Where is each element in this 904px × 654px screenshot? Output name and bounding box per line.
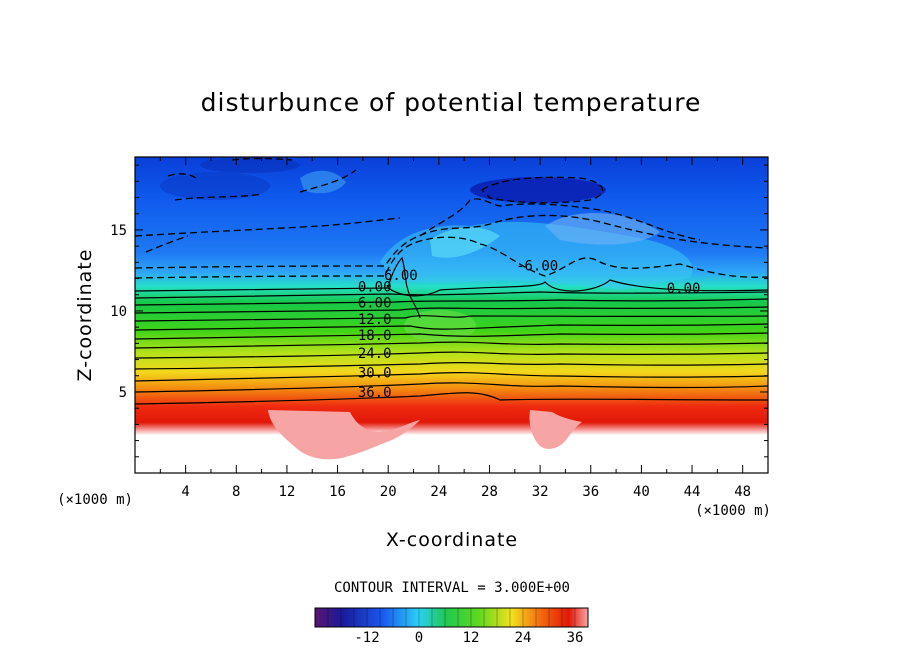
colorbar-tick-label: 12 <box>463 630 480 646</box>
contour-line-9 <box>135 306 768 314</box>
mixing-region <box>430 227 500 258</box>
contour-label: 0.00 <box>667 281 701 297</box>
colorbar-segments <box>327 608 576 627</box>
cold-anomaly-core <box>470 177 606 203</box>
colorbar <box>314 607 589 628</box>
x-tick-label: 12 <box>278 484 295 500</box>
cold-anomaly-patch <box>160 172 270 200</box>
y-tick-label: 15 <box>110 223 127 239</box>
contour-line-15 <box>135 323 768 331</box>
contour-line-neg6-upper <box>135 217 401 237</box>
contour-label: 24.0 <box>358 346 392 362</box>
contour-line-24 <box>135 351 768 359</box>
contour-label: 0.00 <box>358 280 392 296</box>
contour-line-3 <box>135 291 768 299</box>
contour-label: 36.0 <box>358 385 392 401</box>
colorbar-tick-label: 36 <box>567 630 584 646</box>
contour-label: -6.00 <box>376 268 418 284</box>
contour-label: 12.0 <box>358 312 392 328</box>
cold-anomaly-patch <box>200 157 300 173</box>
plot-frame <box>134 156 769 474</box>
y-axis-label: Z-coordinate <box>74 249 96 382</box>
contour-label: -6.00 <box>516 258 558 274</box>
x-tick-label: 4 <box>181 484 189 500</box>
contour-line-33 <box>135 382 768 393</box>
contour-line-neg9 <box>419 198 701 241</box>
contour-labels: -6.000.006.0012.018.024.030.036.0-6.000.… <box>358 258 701 401</box>
x-tick-label: 20 <box>380 484 397 500</box>
contour-line-21 <box>135 341 768 349</box>
mixing-region <box>300 170 346 194</box>
contour-line-neg6 <box>135 236 768 279</box>
contour-line-neg9-west <box>174 193 263 201</box>
contour-line-18 <box>135 332 768 340</box>
y-ticks: 5 10 15 <box>110 164 768 458</box>
contour-line-6 <box>135 298 768 306</box>
contour-line-36 <box>135 392 768 405</box>
contour-label: 18.0 <box>358 328 392 344</box>
x-tick-label: 16 <box>329 484 346 500</box>
wave-bulge <box>404 310 476 342</box>
x-tick-label: 24 <box>430 484 447 500</box>
contour-line-0-vortex <box>387 256 421 319</box>
negative-contours <box>135 157 768 279</box>
chart-title: disturbunce of potential temperature <box>201 88 702 117</box>
contour-interval-text: CONTOUR INTERVAL = 3.000E+00 <box>334 580 570 596</box>
x-tick-label: 40 <box>633 484 650 500</box>
mixing-region <box>545 213 660 245</box>
contour-label: 30.0 <box>358 365 392 381</box>
warm-anomaly-blob <box>529 410 582 449</box>
x-unit-label: (×1000 m) <box>695 503 771 519</box>
contour-line-neg3 <box>135 214 768 269</box>
x-ticks: 4 8 12 16 20 24 28 32 36 40 44 48 <box>159 157 751 500</box>
contour-line-27 <box>135 361 768 370</box>
x-tick-label: 32 <box>532 484 549 500</box>
contour-line-12 <box>135 315 768 322</box>
plot-area: -6.000.006.0012.018.024.030.036.0-6.000.… <box>135 157 768 473</box>
contour-line-neg9-west <box>167 173 197 179</box>
y-tick-label: 5 <box>119 385 127 401</box>
x-tick-label: 44 <box>684 484 701 500</box>
x-tick-label: 48 <box>734 484 751 500</box>
y-unit-label: (×1000 m) <box>57 492 133 508</box>
colorbar-ticks: -12 0 12 24 36 <box>354 630 583 646</box>
colorbar-tick-label: 0 <box>415 630 423 646</box>
x-tick-label: 28 <box>481 484 498 500</box>
contour-line-30 <box>135 372 768 382</box>
x-tick-label: 8 <box>232 484 240 500</box>
x-axis-label: X-coordinate <box>386 529 518 551</box>
colorbar-tick-label: 24 <box>515 630 532 646</box>
contour-label: 6.00 <box>358 296 392 312</box>
contour-line-0 <box>135 279 768 297</box>
x-tick-label: 36 <box>582 484 599 500</box>
contour-line-neg9-upper <box>299 169 357 193</box>
contour-line-neg9-west <box>145 235 189 253</box>
contour-lines <box>135 256 768 405</box>
colorbar-tick-label: -12 <box>354 630 379 646</box>
contour-line-neg12 <box>480 176 604 204</box>
y-tick-label: 10 <box>110 304 127 320</box>
warm-anomaly-blob <box>268 410 420 460</box>
